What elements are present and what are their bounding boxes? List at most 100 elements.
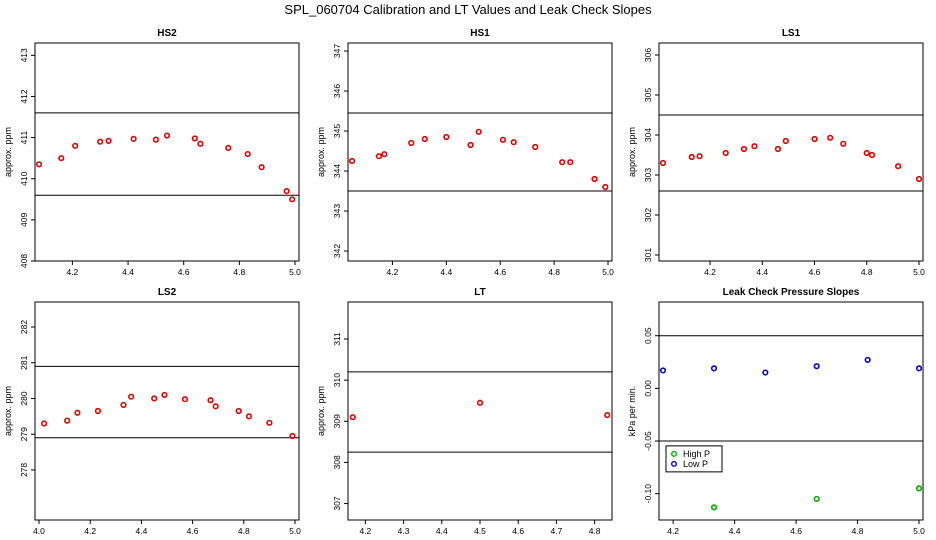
data-point-hs2 xyxy=(258,164,265,171)
y-tick-label: 347 xyxy=(332,44,342,58)
data-point-ls1 xyxy=(659,159,667,167)
data-point-hs1 xyxy=(510,139,517,146)
data-point-hs1 xyxy=(443,133,450,141)
x-tick-label: 4.4 xyxy=(135,526,147,536)
panel-hs1: HS1 approx. ppm 4.2 4.4 4.6 4.8 5.0 342 343 344 34… xyxy=(316,28,614,277)
y-tick-label: 343 xyxy=(332,204,342,218)
x-tick-label: 4.2 xyxy=(84,526,96,536)
legend-label-high-p: High P xyxy=(683,449,710,459)
data-point-hs2 xyxy=(289,196,296,203)
x-tick-label: 5.0 xyxy=(913,526,925,536)
x-tick-label: 4.8 xyxy=(238,526,250,536)
y-tick-label: 305 xyxy=(643,88,653,102)
data-point-hs1 xyxy=(559,159,566,166)
data-point-ls2 xyxy=(245,413,253,420)
y-tick-label: 413 xyxy=(19,48,29,62)
y-tick-label: 308 xyxy=(332,455,342,469)
x-tick-label: 4.8 xyxy=(548,267,560,277)
data-point-hs2 xyxy=(283,187,290,195)
y-tick-label: 279 xyxy=(19,427,29,441)
y-tick-label: 310 xyxy=(332,373,342,387)
plot-frame xyxy=(347,301,613,521)
data-point-ls1 xyxy=(863,149,870,157)
y-tick-label: 282 xyxy=(19,320,29,334)
y-tick-label: 281 xyxy=(19,355,29,369)
y-tick-label: 346 xyxy=(332,84,342,98)
data-point-hs2 xyxy=(72,142,79,149)
y-tick-label: -0.05 xyxy=(643,431,653,451)
legend-label-low-p: Low P xyxy=(683,459,708,469)
x-tick-label: 4.8 xyxy=(861,267,873,277)
y-tick-label: 309 xyxy=(332,414,342,428)
data-point-low-p xyxy=(915,365,923,372)
panel-title: Leak Check Pressure Slopes xyxy=(723,287,860,298)
data-point-hs2 xyxy=(163,132,171,139)
x-tick-label: 4.0 xyxy=(33,526,45,536)
x-tick-label: 4.4 xyxy=(756,267,768,277)
data-point-hs2 xyxy=(105,137,112,144)
data-point-hs2 xyxy=(225,144,232,151)
x-tick-label: 4.4 xyxy=(436,526,448,536)
data-point-ls2 xyxy=(235,407,242,415)
x-tick-label: 4.6 xyxy=(494,267,506,277)
x-tick-label: 4.2 xyxy=(704,267,716,277)
x-tick-label: 4.4 xyxy=(122,267,134,277)
y-tick-label: 345 xyxy=(332,124,342,138)
data-point-ls1 xyxy=(840,140,847,147)
data-point-ls1 xyxy=(811,135,818,143)
y-axis-label: approx. ppm xyxy=(3,386,13,436)
data-point-ls1 xyxy=(774,145,782,153)
x-tick-label: 4.6 xyxy=(512,526,524,536)
data-point-ls1 xyxy=(688,153,695,161)
data-point-high-p xyxy=(813,495,820,503)
x-tick-label: 4.2 xyxy=(66,267,78,277)
data-point-ls2 xyxy=(266,419,273,426)
panel-title: HS2 xyxy=(157,28,177,39)
data-point-hs1 xyxy=(499,136,507,143)
y-tick-label: 0.00 xyxy=(643,380,653,397)
data-point-ls1 xyxy=(751,143,758,150)
x-tick-label: 4.5 xyxy=(474,526,486,536)
x-tick-label: 4.8 xyxy=(233,267,245,277)
data-point-lt xyxy=(349,414,356,421)
data-point-hs2 xyxy=(244,150,251,158)
data-point-ls2 xyxy=(289,432,296,440)
y-tick-label: 307 xyxy=(332,496,342,510)
data-point-ls2 xyxy=(212,403,219,410)
data-point-hs1 xyxy=(408,139,415,147)
data-point-ls2 xyxy=(181,396,189,403)
y-tick-label: 306 xyxy=(643,48,653,62)
panel-leak-check-pressure-slopes: Leak Check Pressure Slopes kPa per min. 4.… xyxy=(627,287,925,536)
y-tick-label: 303 xyxy=(643,168,653,182)
y-axis-label: approx. ppm xyxy=(316,386,326,436)
x-tick-label: 4.6 xyxy=(178,267,190,277)
data-point-low-p xyxy=(710,365,718,372)
x-tick-label: 4.6 xyxy=(790,526,802,536)
data-point-ls1 xyxy=(740,145,748,153)
x-tick-label: 4.3 xyxy=(398,526,410,536)
data-point-ls1 xyxy=(895,163,902,170)
y-axis-label: approx. ppm xyxy=(316,127,326,177)
plot-frame xyxy=(34,301,300,521)
x-tick-label: 5.0 xyxy=(289,526,301,536)
x-tick-label: 4.4 xyxy=(729,526,741,536)
panel-title: LS1 xyxy=(782,28,801,39)
data-point-hs1 xyxy=(421,135,428,143)
data-point-hs1 xyxy=(591,175,598,183)
y-axis-label: approx. ppm xyxy=(3,127,13,177)
data-point-ls1 xyxy=(868,151,876,159)
data-point-hs1 xyxy=(348,157,356,165)
data-point-low-p xyxy=(762,369,769,376)
data-point-ls2 xyxy=(128,393,135,400)
panel-title: HS1 xyxy=(470,28,490,39)
x-tick-label: 4.7 xyxy=(551,526,563,536)
y-axis-label: kPa per min. xyxy=(627,386,637,437)
y-axis-label: approx. ppm xyxy=(627,127,637,177)
y-tick-label: 280 xyxy=(19,391,29,405)
data-point-low-p xyxy=(813,363,820,370)
data-point-hs2 xyxy=(35,161,43,168)
y-tick-label: 411 xyxy=(19,131,29,145)
data-point-hs1 xyxy=(602,183,609,191)
